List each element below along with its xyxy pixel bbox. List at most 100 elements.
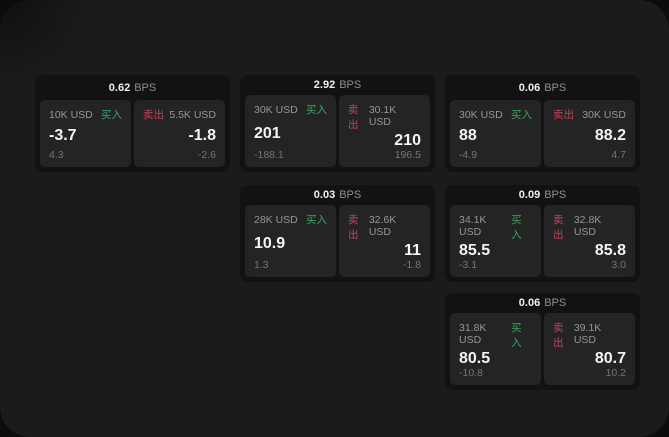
sell-sub-value: -1.8: [402, 259, 421, 271]
quote-panels: 30K USD 买入 88 -4.9 卖出 30K USD 88.2 4.7: [445, 100, 640, 172]
sell-price: 210: [394, 132, 421, 149]
quote-panels: 31.8K USD 买入 80.5 -10.8 卖出 39.1K USD 80.…: [445, 313, 640, 390]
buy-meta: 28K USD 买入: [254, 212, 327, 227]
quote-panels: 30K USD 买入 201 -188.1 卖出 30.1K USD 210 1…: [240, 95, 435, 172]
buy-price: 10.9: [254, 234, 286, 252]
quote-card: 0.62 BPS 10K USD 买入 -3.7 4.3 卖出 5.5K USD…: [35, 75, 230, 172]
sell-sub-value: 196.5: [394, 149, 421, 161]
buy-sub-value: -10.8: [459, 367, 483, 379]
card-header: 0.62 BPS: [35, 75, 230, 100]
buy-panel[interactable]: 10K USD 买入 -3.7 4.3: [40, 100, 131, 167]
sell-amount: 5.5K USD: [169, 109, 216, 121]
sell-panel[interactable]: 卖出 32.6K USD 11 -1.8: [339, 205, 430, 277]
quote-card: 0.03 BPS 28K USD 买入 10.9 1.3 卖出 32.6K US…: [240, 185, 435, 282]
sell-meta: 卖出 32.6K USD: [348, 212, 421, 242]
sell-side-label: 卖出: [348, 104, 359, 131]
sell-side-label: 卖出: [348, 214, 359, 241]
card-header: 0.03 BPS: [240, 185, 435, 205]
sell-side-label: 卖出: [553, 322, 564, 349]
buy-amount: 30K USD: [459, 109, 503, 121]
bps-value: 0.06: [518, 297, 541, 309]
buy-panel[interactable]: 30K USD 买入 88 -4.9: [450, 100, 541, 167]
buy-panel[interactable]: 34.1K USD 买入 85.5 -3.1: [450, 205, 541, 277]
sell-meta: 卖出 5.5K USD: [143, 107, 216, 122]
buy-sub-value: 1.3: [254, 259, 269, 271]
sell-meta: 卖出 39.1K USD: [553, 320, 626, 350]
buy-amount: 28K USD: [254, 214, 298, 226]
sell-meta: 卖出 30.1K USD: [348, 102, 421, 132]
sell-amount: 32.6K USD: [368, 214, 397, 238]
buy-amount: 31.8K USD: [459, 322, 487, 346]
buy-sub-value: -188.1: [254, 149, 284, 161]
bps-value: 2.92: [313, 79, 336, 91]
card-header: 0.06 BPS: [445, 75, 640, 100]
quote-card: 0.09 BPS 34.1K USD 买入 85.5 -3.1 卖出 32.8K…: [445, 185, 640, 282]
sell-price: -1.8: [188, 127, 216, 144]
buy-price: 85.5: [459, 242, 491, 259]
sell-panel[interactable]: 卖出 30.1K USD 210 196.5: [339, 95, 430, 167]
quote-panels: 28K USD 买入 10.9 1.3 卖出 32.6K USD 11 -1.8: [240, 205, 435, 282]
buy-side-label: 买入: [306, 214, 327, 226]
sell-price: 11: [404, 242, 421, 259]
bps-value: 0.09: [518, 189, 541, 201]
card-header: 0.06 BPS: [445, 293, 640, 313]
sell-amount: 30.1K USD: [368, 104, 397, 128]
quote-card: 0.06 BPS 30K USD 买入 88 -4.9 卖出 30K USD 8…: [445, 75, 640, 172]
buy-meta: 34.1K USD 买入: [459, 212, 532, 242]
sell-sub-value: 10.2: [605, 367, 626, 379]
bps-value: 0.62: [108, 81, 131, 94]
card-header: 0.09 BPS: [445, 185, 640, 205]
sell-price: 88.2: [594, 127, 626, 144]
sell-meta: 卖出 32.8K USD: [553, 212, 626, 242]
buy-price: 88: [459, 127, 477, 144]
sell-panel[interactable]: 卖出 32.8K USD 85.8 3.0: [544, 205, 635, 277]
buy-side-label: 买入: [511, 214, 522, 241]
quote-card: 2.92 BPS 30K USD 买入 201 -188.1 卖出 30.1K …: [240, 75, 435, 172]
card-header: 2.92 BPS: [240, 75, 435, 95]
sell-panel[interactable]: 卖出 5.5K USD -1.8 -2.6: [134, 100, 225, 167]
buy-price: 80.5: [459, 350, 491, 367]
sell-amount: 39.1K USD: [573, 322, 602, 346]
sell-panel[interactable]: 卖出 30K USD 88.2 4.7: [544, 100, 635, 167]
buy-amount: 30K USD: [254, 104, 298, 116]
sell-sub-value: 4.7: [611, 149, 626, 161]
buy-meta: 30K USD 买入: [459, 107, 532, 122]
bps-unit: BPS: [544, 297, 567, 309]
buy-side-label: 买入: [511, 322, 522, 349]
buy-panel[interactable]: 30K USD 买入 201 -188.1: [245, 95, 336, 167]
quote-card: 0.06 BPS 31.8K USD 买入 80.5 -10.8 卖出 39.1…: [445, 293, 640, 390]
bps-unit: BPS: [134, 81, 157, 94]
buy-meta: 30K USD 买入: [254, 102, 327, 117]
bps-value: 0.06: [518, 81, 541, 94]
sell-side-label: 卖出: [553, 214, 564, 241]
buy-amount: 10K USD: [49, 109, 93, 121]
sell-side-label: 卖出: [143, 109, 164, 121]
bps-unit: BPS: [339, 79, 362, 91]
buy-sub-value: 4.3: [49, 149, 64, 161]
buy-panel[interactable]: 31.8K USD 买入 80.5 -10.8: [450, 313, 541, 385]
sell-panel[interactable]: 卖出 39.1K USD 80.7 10.2: [544, 313, 635, 385]
buy-amount: 34.1K USD: [459, 214, 487, 238]
buy-side-label: 买入: [306, 104, 327, 116]
buy-meta: 10K USD 买入: [49, 107, 122, 122]
bps-unit: BPS: [544, 189, 567, 201]
buy-side-label: 买入: [511, 109, 532, 121]
bps-unit: BPS: [544, 81, 567, 94]
buy-sub-value: -3.1: [459, 259, 478, 271]
sell-meta: 卖出 30K USD: [553, 107, 626, 122]
bps-value: 0.03: [313, 189, 336, 201]
quote-panels: 34.1K USD 买入 85.5 -3.1 卖出 32.8K USD 85.8…: [445, 205, 640, 282]
sell-price: 80.7: [594, 350, 626, 367]
buy-meta: 31.8K USD 买入: [459, 320, 532, 350]
sell-amount: 32.8K USD: [573, 214, 602, 238]
buy-panel[interactable]: 28K USD 买入 10.9 1.3: [245, 205, 336, 277]
buy-side-label: 买入: [101, 109, 122, 121]
buy-price: 201: [254, 124, 281, 142]
quote-panels: 10K USD 买入 -3.7 4.3 卖出 5.5K USD -1.8 -2.…: [35, 100, 230, 172]
sell-sub-value: -2.6: [197, 149, 216, 161]
bps-unit: BPS: [339, 189, 362, 201]
sell-side-label: 卖出: [553, 109, 574, 121]
sell-sub-value: 3.0: [611, 259, 626, 271]
sell-price: 85.8: [594, 242, 626, 259]
